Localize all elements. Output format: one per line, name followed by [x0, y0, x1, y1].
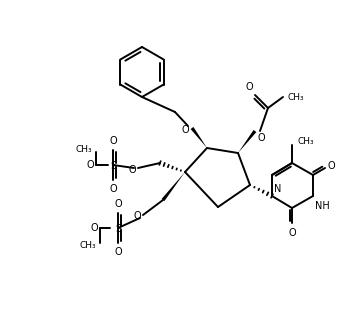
Text: CH₃: CH₃	[79, 240, 96, 249]
Text: CH₃: CH₃	[297, 137, 313, 146]
Text: O: O	[257, 133, 265, 143]
Text: O: O	[86, 160, 94, 170]
Text: S: S	[110, 161, 116, 171]
Text: O: O	[328, 161, 336, 171]
Text: CH₃: CH₃	[75, 145, 92, 155]
Polygon shape	[238, 130, 256, 153]
Text: N: N	[274, 184, 281, 194]
Text: O: O	[109, 136, 117, 146]
Text: O: O	[128, 165, 136, 175]
Text: O: O	[245, 82, 253, 92]
Text: S: S	[115, 224, 121, 234]
Text: O: O	[114, 199, 122, 209]
Text: O: O	[109, 184, 117, 194]
Text: NH: NH	[315, 201, 330, 211]
Text: O: O	[133, 211, 141, 221]
Text: O: O	[114, 247, 122, 257]
Text: O: O	[90, 223, 98, 233]
Text: CH₃: CH₃	[288, 92, 304, 101]
Polygon shape	[191, 127, 207, 148]
Text: O: O	[288, 228, 296, 238]
Text: O: O	[181, 125, 189, 135]
Polygon shape	[162, 172, 185, 201]
